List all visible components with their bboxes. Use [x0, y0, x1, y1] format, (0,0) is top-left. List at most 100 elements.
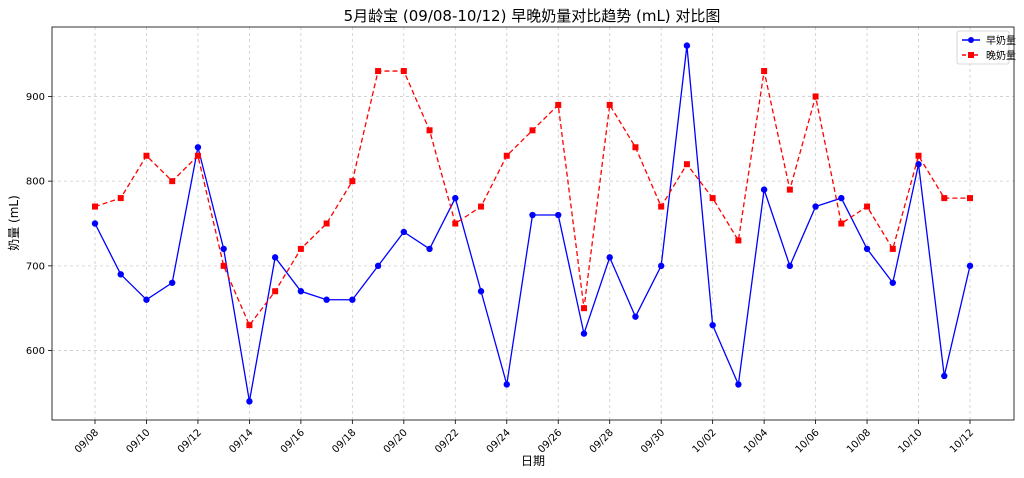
legend-label: 早奶量 — [986, 35, 1016, 47]
data-point — [941, 372, 948, 380]
data-point — [400, 228, 408, 236]
x-tick-label: 09/10 — [124, 427, 152, 455]
data-point — [117, 271, 124, 278]
x-tick-label: 09/26 — [536, 427, 564, 455]
data-point — [683, 42, 691, 49]
data-point — [657, 262, 665, 270]
data-point — [477, 288, 485, 295]
data-point — [246, 322, 253, 329]
data-point — [169, 279, 176, 286]
data-point — [889, 279, 896, 286]
x-tick-label: 09/16 — [279, 427, 307, 455]
data-point — [194, 144, 202, 151]
data-point — [220, 245, 227, 253]
chart-title: 5月龄宝 (09/08-10/12) 早晚奶量对比趋势 (mL) 对比图 — [344, 7, 721, 25]
x-tick-label: 10/06 — [794, 427, 822, 455]
data-point — [580, 330, 588, 337]
data-point — [812, 203, 819, 210]
y-tick-label: 600 — [26, 346, 45, 357]
x-axis-label: 日期 — [521, 454, 545, 468]
data-point — [632, 313, 639, 320]
data-point — [117, 195, 124, 202]
y-tick-label: 800 — [26, 177, 45, 188]
data-point — [967, 195, 973, 202]
data-point — [194, 152, 201, 159]
data-point — [529, 211, 536, 219]
plot-area-frame — [51, 26, 1015, 421]
data-point — [735, 237, 742, 244]
y-axis: 600 700 800 900 — [26, 92, 52, 357]
data-point — [838, 194, 845, 202]
data-point — [220, 262, 227, 269]
data-point — [555, 101, 562, 108]
data-point — [658, 203, 665, 210]
x-tick-label: 10/10 — [896, 427, 924, 455]
series-0 — [91, 42, 974, 405]
x-tick-label: 09/28 — [588, 427, 616, 455]
data-point — [915, 161, 922, 168]
data-point — [863, 245, 871, 253]
data-point — [375, 68, 382, 75]
data-point — [503, 152, 510, 159]
x-tick-label: 10/04 — [742, 427, 770, 455]
x-tick-label: 09/30 — [639, 427, 667, 455]
data-point — [169, 178, 176, 185]
data-point — [838, 220, 845, 227]
data-point — [452, 194, 459, 202]
data-point — [683, 161, 690, 168]
data-point — [786, 262, 794, 270]
legend-entry-0: 早奶量 — [962, 35, 1016, 47]
data-point — [529, 127, 536, 134]
x-tick-label: 09/20 — [382, 427, 410, 455]
data-point — [503, 381, 510, 388]
x-tick-label: 10/12 — [948, 427, 976, 455]
x-tick-label: 09/18 — [330, 427, 358, 455]
data-point — [606, 254, 613, 261]
grid — [52, 27, 1014, 420]
data-point — [735, 381, 742, 388]
data-point — [92, 203, 98, 210]
data-point — [606, 101, 613, 108]
legend-label: 晚奶量 — [986, 50, 1016, 62]
y-axis-label: 奶量 (mL) — [7, 195, 21, 251]
data-point — [760, 186, 768, 193]
data-point — [889, 245, 896, 252]
data-point — [632, 144, 639, 151]
data-point — [271, 254, 279, 261]
data-point — [143, 152, 150, 159]
x-axis: 09/08 09/10 09/12 09/14 09/16 09/18 09/20 09/22… — [73, 420, 976, 456]
x-tick-label: 09/08 — [73, 427, 101, 455]
data-point — [966, 262, 974, 270]
data-point — [323, 296, 330, 303]
x-tick-label: 09/14 — [227, 427, 255, 455]
series — [91, 42, 974, 405]
data-point — [297, 245, 304, 252]
y-tick-label: 900 — [26, 92, 45, 103]
x-tick-label: 10/08 — [845, 427, 873, 455]
data-point — [452, 220, 459, 227]
data-point — [349, 296, 356, 303]
data-point — [709, 195, 716, 202]
data-point — [297, 288, 305, 295]
legend-entry-1: 晚奶量 — [962, 50, 1016, 62]
data-point — [143, 296, 150, 303]
data-point — [786, 186, 793, 193]
y-tick-label: 700 — [26, 261, 45, 272]
legend-marker — [968, 52, 974, 58]
x-tick-label: 10/02 — [691, 427, 719, 455]
data-point — [478, 203, 485, 210]
legend: 早奶量 晚奶量 — [956, 30, 1016, 65]
data-point — [426, 127, 433, 134]
data-point — [272, 288, 279, 295]
data-point — [246, 398, 253, 405]
x-tick-label: 09/22 — [433, 427, 461, 455]
data-point — [91, 220, 99, 227]
data-point — [349, 178, 356, 185]
data-point — [812, 93, 819, 100]
data-point — [761, 68, 768, 75]
data-point — [915, 152, 922, 159]
data-point — [426, 245, 433, 253]
data-point — [864, 203, 871, 210]
x-tick-label: 09/24 — [485, 427, 513, 455]
